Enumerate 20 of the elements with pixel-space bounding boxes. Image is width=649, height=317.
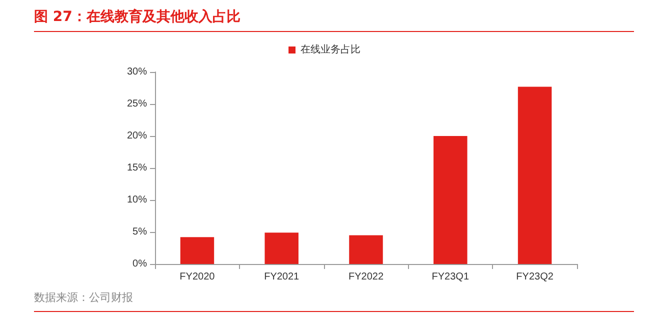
bar [518,86,552,264]
y-tick-label: 0% [132,258,148,270]
bar [349,235,383,264]
x-tick-label: FY2022 [348,272,384,282]
y-tick-label: 5% [132,226,148,238]
bar [264,232,298,264]
x-tick-label: FY2020 [180,272,216,282]
legend-label: 在线业务占比 [300,44,360,56]
y-tick-label: 10% [126,194,148,206]
x-tick-label: FY23Q1 [432,272,470,282]
source-note: 数据来源：公司财报 [34,290,634,312]
x-tick-label: FY23Q2 [516,272,554,282]
bar [180,237,214,264]
bar [434,136,468,264]
y-tick-label: 25% [126,98,148,110]
chart-title: 图 27：在线教育及其他收入占比 [34,8,634,32]
y-tick-label: 30% [126,66,148,78]
x-tick-label: FY2021 [264,272,300,282]
y-tick-label: 15% [126,162,148,174]
y-tick-label: 20% [126,130,148,142]
